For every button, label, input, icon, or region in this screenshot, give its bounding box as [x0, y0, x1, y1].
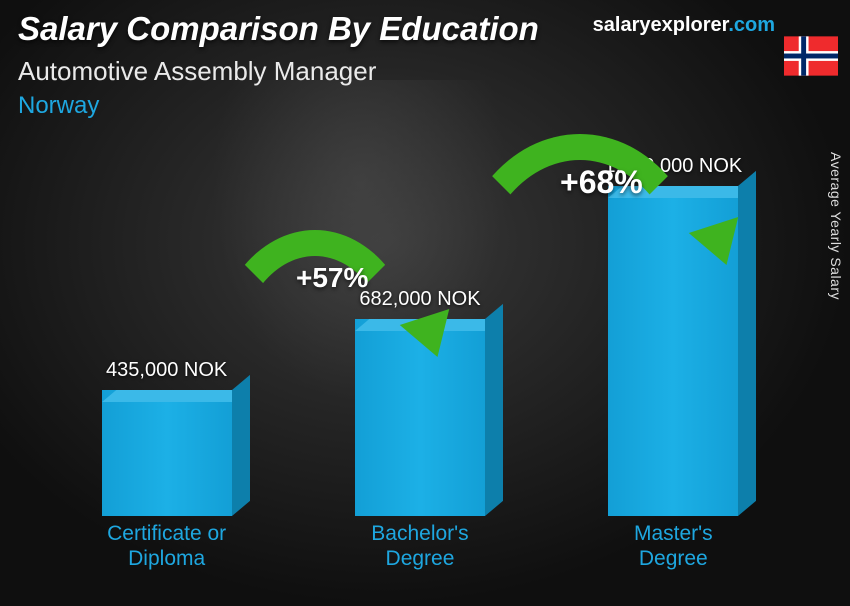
bar-front-face: [102, 390, 232, 516]
bar-3d: [102, 390, 232, 516]
bar-category-label: Certificate orDiploma: [67, 521, 267, 576]
bar-chart: 435,000 NOK682,000 NOK1,140,000 NOK Cert…: [40, 140, 800, 576]
brand-label: salaryexplorer.com: [593, 14, 775, 37]
brand-suffix: .com: [728, 14, 775, 36]
increase-arrow: +57%: [210, 230, 420, 400]
content-root: Salary Comparison By Education Automotiv…: [0, 0, 850, 606]
bar-side-face: [738, 171, 756, 516]
bar-category-label: Bachelor'sDegree: [320, 521, 520, 576]
y-axis-label: Average Yearly Salary: [828, 152, 844, 300]
bar-side-face: [485, 304, 503, 516]
country-label: Norway: [18, 92, 99, 120]
increase-percent-label: +57%: [296, 262, 368, 294]
bar-category-label: Master'sDegree: [573, 521, 773, 576]
increase-arrow: +68%: [450, 134, 710, 334]
page-subtitle: Automotive Assembly Manager: [18, 56, 376, 87]
norway-flag-icon: [784, 36, 838, 76]
increase-percent-label: +68%: [560, 164, 643, 201]
brand-main: salaryexplorer: [593, 14, 729, 36]
page-title: Salary Comparison By Education: [18, 10, 539, 48]
labels-container: Certificate orDiploma Bachelor'sDegree Mas…: [40, 521, 800, 576]
